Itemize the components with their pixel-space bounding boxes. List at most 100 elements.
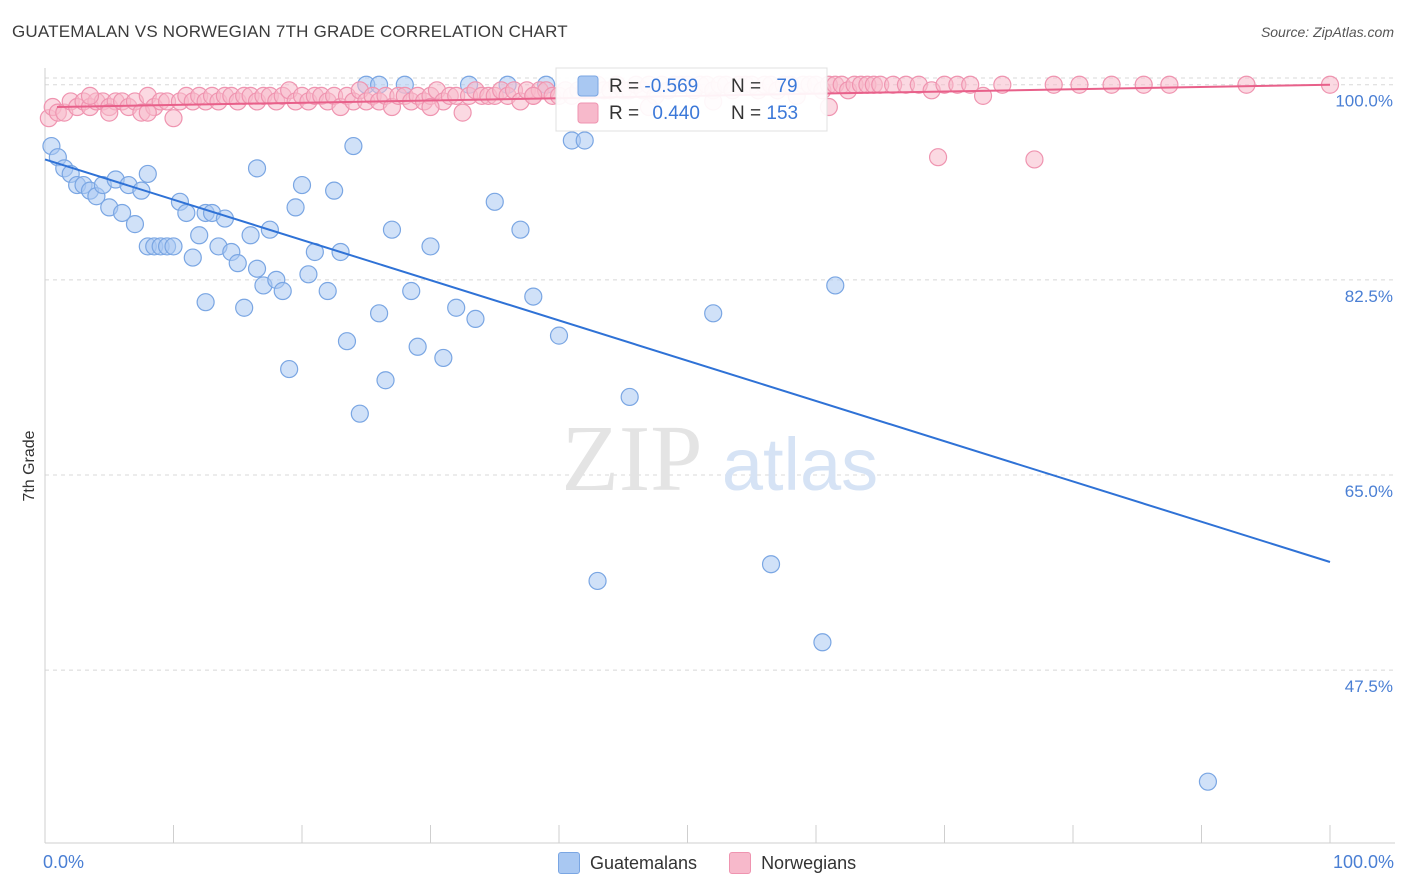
x-axis-max-label: 100.0% (1332, 852, 1394, 872)
norwegian-point (138, 103, 157, 122)
stats-r-label-1: R = (609, 76, 644, 97)
guatemalan-point (344, 136, 363, 156)
y-tick-label: 65.0% (1345, 482, 1393, 501)
guatemalan-point (299, 265, 318, 284)
norwegian-point (993, 75, 1012, 94)
y-tick-label: 82.5% (1345, 287, 1393, 306)
axes (44, 68, 1395, 844)
guatemalan-point (620, 387, 639, 407)
legend-swatch-pink (729, 852, 752, 874)
guatemalan-point (286, 198, 305, 217)
guatemalan-point (370, 304, 389, 323)
norwegian-point (1102, 75, 1121, 94)
norwegian-point (1237, 75, 1256, 94)
guatemalan-point (280, 359, 299, 379)
source-label: Source: ZipAtlas.com (1260, 24, 1394, 40)
norwegian-point (164, 109, 183, 128)
guatemalan-point (447, 298, 466, 317)
y-tick-labels: 47.5% 65.0% 82.5% 100.0% (1335, 92, 1393, 696)
guatemalan-point (337, 332, 357, 351)
stats-r-value-2: 0.440 (652, 103, 700, 124)
svg-text:R = -0.569: R = -0.569 (609, 76, 698, 97)
legend-item-guatemalans[interactable]: Guatemalans (558, 852, 697, 874)
guatemalan-point (466, 309, 485, 328)
guatemalan-point (228, 254, 247, 273)
svg-text:R = 0.440: R = 0.440 (609, 103, 700, 124)
stats-swatch-pink (577, 102, 599, 124)
stats-box: R = -0.569 N = 79 R = 0.440 N = 153 (555, 67, 828, 132)
norwegian-point (100, 103, 119, 122)
guatemalan-point (177, 203, 196, 223)
norwegian-point (453, 103, 472, 122)
guatemalan-point (588, 571, 607, 591)
guatemalan-point (318, 281, 337, 301)
legend: Guatemalans Norwegians (558, 852, 856, 874)
guatemalan-point (408, 337, 427, 356)
norwegian-point (80, 86, 100, 105)
guatemalan-point (247, 259, 267, 278)
guatemalan-point (402, 281, 421, 301)
svg-text:N = 153: N = 153 (731, 103, 798, 124)
guatemalan-point (125, 215, 145, 234)
guatemalan-point (761, 555, 781, 574)
stats-n-label-2: N = (731, 103, 766, 124)
guatemalan-point (376, 371, 395, 390)
gridlines (45, 77, 1395, 671)
norwegian-point (1134, 75, 1153, 94)
legend-label: Norwegians (761, 852, 857, 873)
legend-label: Guatemalans (590, 852, 698, 873)
norwegian-point (1044, 75, 1063, 94)
watermark-atlas: atlas (722, 423, 878, 506)
norwegian-point (524, 86, 543, 105)
guatemalan-point (190, 226, 209, 245)
stats-r-label-2: R = (609, 103, 644, 124)
guatemalan-point (247, 159, 267, 178)
guatemalan-point (511, 220, 530, 239)
stats-n-value-2: 153 (766, 103, 798, 124)
guatemalan-point (382, 220, 402, 239)
guatemalan-point (421, 237, 440, 256)
guatemalan-point (138, 164, 157, 184)
stats-swatch-blue (577, 75, 599, 97)
guatemalan-point (485, 192, 504, 211)
guatemalan-point (549, 326, 569, 345)
y-axis-label: 7th Grade (21, 430, 38, 501)
stats-n-label-1: N = (731, 76, 766, 97)
guatemalan-point (524, 287, 543, 306)
norwegian-point (1025, 150, 1044, 169)
guatemalan-point (183, 248, 202, 267)
norwegian-point (1070, 75, 1089, 94)
guatemalan-point (164, 237, 183, 256)
guatemalan-point (112, 203, 132, 223)
stats-r-value-1: -0.569 (644, 76, 698, 97)
norwegian-point (1160, 75, 1179, 94)
y-tick-label: 47.5% (1345, 677, 1393, 696)
norwegian-point (961, 75, 980, 94)
norwegian-point (421, 97, 440, 117)
norwegian-point (928, 148, 948, 167)
x-axis-min-label: 0.0% (43, 852, 85, 872)
guatemalan-point (273, 281, 292, 301)
svg-text:N = 79: N = 79 (731, 76, 798, 97)
guatemalan-point (235, 298, 254, 317)
guatemalan-point (434, 348, 453, 368)
y-tick-label: 100.0% (1335, 92, 1393, 111)
series-guatemalans (42, 75, 1218, 791)
guatemalan-point (813, 633, 832, 652)
guatemalan-point (826, 276, 845, 295)
legend-item-norwegians[interactable]: Norwegians (729, 852, 856, 874)
chart-title: GUATEMALAN VS NORWEGIAN 7TH GRADE CORREL… (12, 22, 568, 41)
guatemalan-point (241, 226, 260, 245)
guatemalan-point (575, 131, 594, 150)
guatemalan-point (350, 404, 369, 423)
guatemalan-point (704, 304, 723, 323)
stats-n-value-1: 79 (776, 76, 797, 97)
guatemalan-point (196, 293, 215, 312)
guatemalan-point (1198, 772, 1218, 791)
watermark-zip: ZIP (562, 407, 703, 511)
guatemalan-trendline (44, 158, 1331, 563)
guatemalan-point (292, 175, 312, 195)
legend-swatch-blue (558, 852, 580, 874)
guatemalan-point (325, 181, 344, 200)
